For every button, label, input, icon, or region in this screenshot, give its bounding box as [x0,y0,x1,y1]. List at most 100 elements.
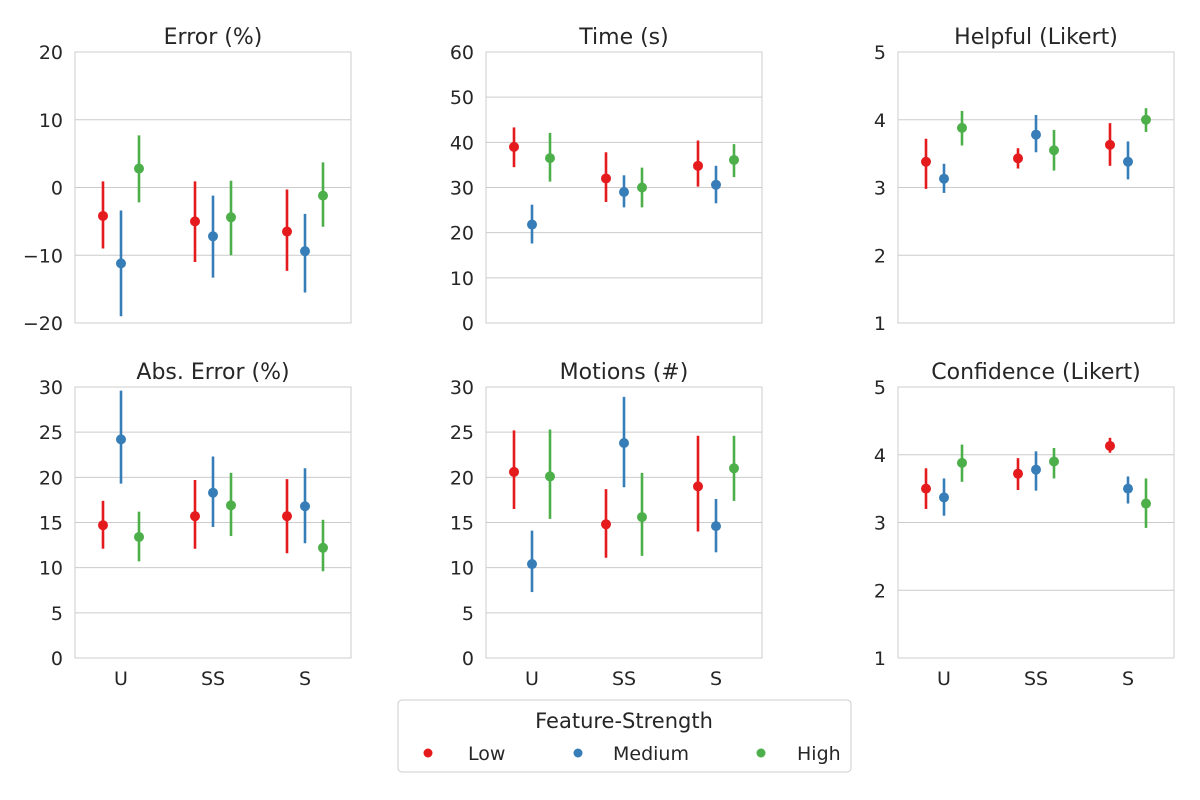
point-medium [619,438,629,449]
legend-marker-medium [573,748,583,758]
point-medium [711,179,721,190]
plot-frame [74,51,352,324]
point-high [1141,498,1151,509]
point-medium [300,501,310,512]
point-high [729,463,739,474]
point-low [921,483,931,494]
y-tick-label: 10 [39,110,63,132]
point-medium [1123,483,1133,494]
point-high [1049,145,1059,156]
y-tick-label: 0 [51,178,63,200]
point-low [98,520,108,531]
y-tick-label: 5 [51,603,63,625]
chart-time-s: Time (s) 0 10 20 30 40 50 60 [450,25,763,335]
y-tick-label: 2 [874,245,886,267]
legend: Feature-Strength Low Medium High [397,699,852,773]
legend-title: Feature-Strength [535,709,713,733]
point-low [190,216,200,227]
y-tick-label: 50 [450,87,474,109]
chart-title: Helpful (Likert) [954,25,1118,50]
y-tick-label: 60 [450,42,474,64]
point-low [601,519,611,530]
point-high [318,542,328,553]
plot-frame [74,386,352,659]
point-medium [208,231,218,242]
x-tick-label: S [710,668,722,690]
y-tick-label: 4 [874,110,886,132]
y-tick-label: 3 [874,178,886,200]
chart-helpful-likert: Helpful (Likert) 1 2 3 4 5 [874,25,1175,335]
point-high [1141,114,1151,125]
point-medium [300,246,310,257]
plot-frame [485,386,763,659]
legend-label-high: High [797,743,841,765]
legend-label-medium: Medium [613,743,689,765]
point-low [509,466,519,477]
chart-title: Motions (#) [560,360,689,385]
point-high [134,531,144,542]
y-tick-label: 1 [874,313,886,335]
y-tick-label: 0 [462,313,474,335]
y-tick-label: 30 [450,178,474,200]
y-tick-label: 20 [450,223,474,245]
y-tick-label: 20 [39,42,63,64]
chart-title: Confidence (Likert) [931,360,1140,385]
y-tick-label: 20 [39,467,63,489]
y-tick-label: 40 [450,132,474,154]
y-tick-label: 2 [874,580,886,602]
y-tick-label: 15 [39,513,63,535]
y-tick-label: 15 [450,513,474,535]
y-tick-label: 5 [874,42,886,64]
x-tick-label: SS [1024,668,1048,690]
point-low [693,481,703,492]
y-tick-label: 3 [874,513,886,535]
point-low [98,210,108,221]
x-tick-label: U [937,668,951,690]
point-medium [619,187,629,198]
plot-frame [897,51,1175,324]
point-high [957,122,967,133]
point-medium [116,258,126,269]
point-low [921,156,931,167]
x-tick-label: SS [201,668,225,690]
point-high [318,190,328,201]
x-tick-label: U [114,668,128,690]
y-tick-label: 10 [450,558,474,580]
x-tick-label: S [299,668,311,690]
y-tick-label: 5 [462,603,474,625]
point-low [190,511,200,522]
point-medium [527,219,537,230]
point-high [226,500,236,511]
y-tick-label: 0 [462,648,474,670]
point-low [693,160,703,171]
y-tick-label: 4 [874,445,886,467]
legend-frame [397,699,852,773]
point-low [282,511,292,522]
point-medium [939,173,949,184]
x-tick-label: SS [612,668,636,690]
point-medium [1031,464,1041,475]
point-high [545,153,555,164]
y-tick-label: 1 [874,648,886,670]
y-tick-label: −10 [23,245,63,267]
point-low [1013,153,1023,164]
point-low [1105,440,1115,451]
legend-marker-low [423,748,433,758]
point-high [637,512,647,523]
y-tick-label: 10 [39,558,63,580]
point-medium [1123,156,1133,167]
point-low [509,141,519,152]
point-high [729,154,739,165]
y-tick-label: −20 [23,313,63,335]
x-tick-label: U [525,668,539,690]
point-high [637,182,647,193]
chart-error: Error (%) −20 −10 0 10 20 [23,25,352,335]
y-tick-label: 30 [450,377,474,399]
point-high [957,457,967,468]
point-low [1013,468,1023,479]
point-medium [1031,129,1041,140]
